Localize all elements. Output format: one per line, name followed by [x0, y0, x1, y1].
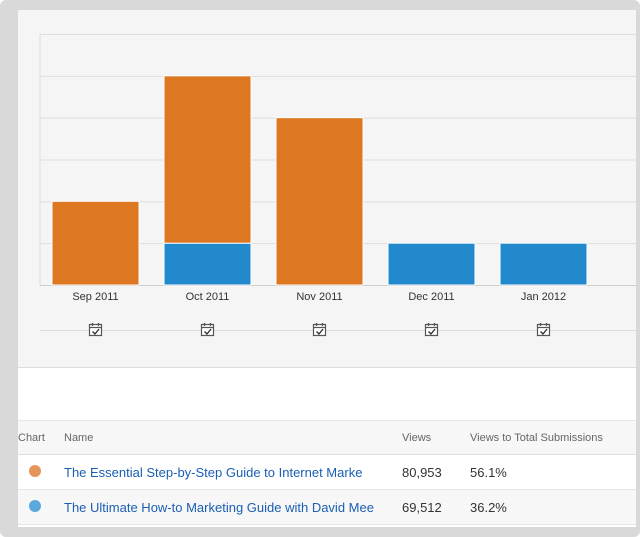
submissions-table-wrap: Chart Name Views Views to Total Submissi… — [18, 420, 636, 525]
row-name-link[interactable]: The Ultimate How-to Marketing Guide with… — [64, 500, 374, 516]
calendar-check-icon — [424, 323, 439, 337]
bar-segment — [499, 242, 588, 286]
col-header-chart: Chart — [18, 420, 64, 455]
bar-segment — [275, 117, 364, 286]
ratio-cell: 56.1% — [470, 454, 636, 490]
x-tick-label: Nov 2011 — [296, 291, 342, 303]
bar-segment — [163, 75, 252, 244]
x-tick-label: Oct 2011 — [186, 291, 230, 303]
ratio-cell: 36.2% — [470, 489, 636, 525]
name-cell: The Ultimate How-to Marketing Guide with… — [64, 489, 402, 525]
calendar-check-icon — [88, 323, 103, 337]
report-panel: Sep 2011 Oct 2011 Nov 2011 Dec 2011 Jan 2012… — [18, 10, 636, 527]
bar-chart: Sep 2011 Oct 2011 Nov 2011 Dec 2011 Jan 2012 — [39, 34, 636, 337]
x-tick-label: Dec 2011 — [408, 291, 454, 303]
table-row: The Ultimate How-to Marketing Guide with… — [18, 489, 636, 525]
name-cell: The Essential Step-by-Step Guide to Inte… — [64, 454, 402, 490]
calendar-check-icon — [312, 323, 327, 337]
chart-area: Sep 2011 Oct 2011 Nov 2011 Dec 2011 Jan 2012 — [18, 10, 636, 368]
chart-cell — [18, 454, 64, 490]
series-color-dot — [29, 464, 41, 477]
submissions-table: Chart Name Views Views to Total Submissi… — [18, 420, 636, 525]
calendar-check-icon — [536, 323, 551, 337]
table-header-row: Chart Name Views Views to Total Submissi… — [18, 420, 636, 455]
col-header-name[interactable]: Name — [64, 420, 402, 455]
bar-segment — [163, 242, 252, 286]
col-header-views[interactable]: Views — [402, 420, 470, 455]
col-header-ratio[interactable]: Views to Total Submissions — [470, 420, 636, 455]
views-cell: 80,953 — [402, 454, 470, 490]
series-color-dot — [29, 499, 41, 512]
chart-cell — [18, 489, 64, 525]
calendar-check-icon — [200, 323, 215, 337]
views-cell: 69,512 — [402, 489, 470, 525]
bar-segment — [387, 242, 476, 286]
x-tick-label: Jan 2012 — [521, 291, 566, 303]
x-tick-label: Sep 2011 — [72, 291, 118, 303]
bar-segment — [51, 200, 140, 286]
row-name-link[interactable]: The Essential Step-by-Step Guide to Inte… — [64, 465, 363, 481]
table-row: The Essential Step-by-Step Guide to Inte… — [18, 454, 636, 490]
